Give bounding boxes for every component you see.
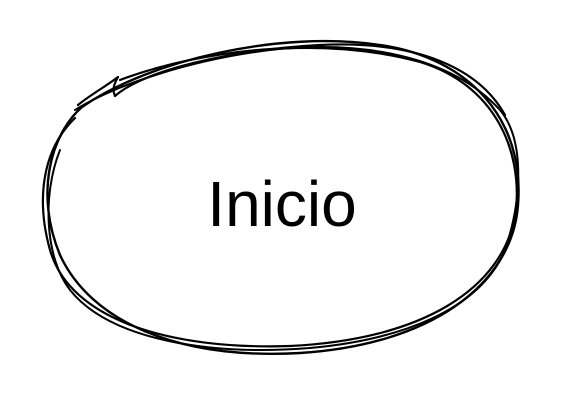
- outline-stroke-2: [41, 46, 518, 348]
- outline-stroke-4: [76, 43, 507, 117]
- start-node-label: Inicio: [207, 168, 357, 240]
